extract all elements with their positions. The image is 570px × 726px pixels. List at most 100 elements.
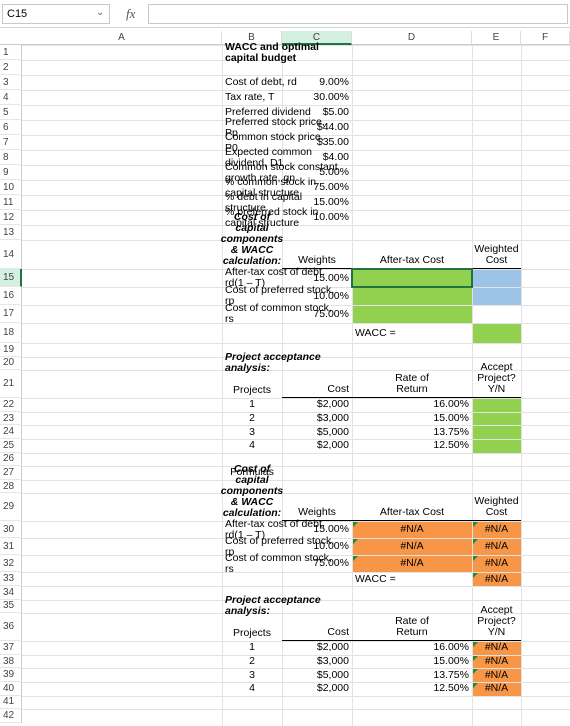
row-header[interactable]: 25 [0, 439, 22, 453]
column-header[interactable]: B [222, 31, 282, 45]
row-header[interactable]: 24 [0, 425, 22, 439]
row-header[interactable]: 31 [0, 538, 22, 556]
row-header[interactable]: 33 [0, 572, 22, 586]
formula-input[interactable] [148, 4, 568, 24]
row-header[interactable]: 6 [0, 120, 22, 135]
row-header[interactable]: 34 [0, 586, 22, 600]
cell-fill [472, 555, 521, 573]
fx-button[interactable]: fx [126, 6, 136, 21]
row-header[interactable]: 11 [0, 195, 22, 210]
row-header[interactable]: 4 [0, 90, 22, 105]
active-cell[interactable] [351, 268, 473, 288]
row-header[interactable]: 1 [0, 45, 22, 60]
cell-fill [472, 641, 521, 655]
name-box-dropdown[interactable]: ⌄ [96, 7, 105, 18]
row-header[interactable]: 42 [0, 709, 22, 723]
error-indicator [473, 655, 478, 661]
row-header[interactable]: 16 [0, 287, 22, 305]
row-header[interactable]: 28 [0, 479, 22, 494]
row-header[interactable]: 2 [0, 60, 22, 75]
grid-line [0, 150, 570, 151]
grid-line [0, 305, 570, 306]
cell: WACC = [355, 572, 396, 585]
row-header[interactable]: 36 [0, 613, 22, 642]
column-header[interactable]: C [282, 31, 352, 45]
row-header[interactable]: 27 [0, 466, 22, 480]
row-header[interactable]: 18 [0, 323, 22, 343]
row-header[interactable]: 30 [0, 521, 22, 539]
cell-fill [472, 323, 521, 343]
column-header[interactable]: E [472, 31, 521, 45]
row-header[interactable]: 38 [0, 654, 22, 669]
row-header[interactable]: 9 [0, 165, 22, 180]
cell: #N/A [400, 523, 424, 536]
row-header[interactable]: 41 [0, 695, 22, 710]
grid-line [0, 466, 570, 468]
row-header[interactable]: 19 [0, 343, 22, 357]
cell: 10.00% [313, 289, 349, 302]
cell: $5.00 [322, 106, 349, 118]
row-header[interactable]: 32 [0, 555, 22, 573]
row-header[interactable]: 7 [0, 135, 22, 150]
cell: $2,000 [316, 682, 349, 695]
row-header[interactable]: 10 [0, 180, 22, 195]
cell: 13.75% [433, 668, 469, 681]
grid-line [0, 356, 570, 358]
cell: #N/A [484, 540, 509, 553]
name-box[interactable]: C15 [2, 4, 110, 24]
row-header[interactable]: 39 [0, 668, 22, 682]
grid-line [0, 538, 570, 540]
row-header[interactable]: 17 [0, 305, 22, 323]
cell: 12.50% [433, 439, 469, 452]
cell: Preferred stock price, Pp [225, 115, 325, 139]
cell-fill [352, 521, 472, 539]
row-header[interactable]: 20 [0, 356, 22, 371]
grid-line [0, 411, 570, 413]
grid-line [0, 599, 570, 601]
row-header[interactable]: 29 [0, 493, 22, 522]
row-header[interactable]: 13 [0, 225, 22, 240]
row-header[interactable]: 35 [0, 599, 22, 614]
column-header[interactable]: A [22, 31, 222, 45]
column-header[interactable]: F [521, 31, 570, 45]
row-header[interactable]: 37 [0, 641, 22, 655]
cell: Tax rate, T [225, 91, 275, 103]
cell: 12.50% [433, 682, 469, 695]
grid-line [0, 135, 570, 136]
row-header[interactable]: 40 [0, 682, 22, 696]
cell: 5.00% [319, 166, 349, 178]
grid-line [0, 287, 570, 288]
cell: $5,000 [316, 425, 349, 438]
row-header[interactable]: 12 [0, 210, 22, 225]
cell: Projects [233, 627, 271, 640]
grid-line [521, 31, 522, 726]
cell-fill [352, 269, 472, 287]
error-indicator [473, 683, 478, 688]
row-header[interactable]: 14 [0, 240, 22, 269]
row-header[interactable]: 21 [0, 370, 22, 399]
row-header[interactable]: 3 [0, 75, 22, 90]
grid-line [0, 323, 570, 324]
row-header[interactable]: 26 [0, 452, 22, 467]
grid-line [0, 613, 570, 615]
row-header[interactable]: 23 [0, 411, 22, 426]
row-header[interactable]: 8 [0, 150, 22, 165]
grid-line [0, 439, 570, 440]
cell: 75.00% [313, 557, 349, 570]
row-header[interactable]: 5 [0, 105, 22, 120]
column-header[interactable]: D [352, 31, 472, 45]
cell: 3 [249, 425, 255, 438]
grid-line [0, 370, 570, 372]
row-header[interactable]: 22 [0, 398, 22, 412]
grid-line [0, 695, 570, 697]
cell-fill [472, 287, 521, 305]
cell-fill [472, 425, 521, 439]
cell: #N/A [400, 557, 424, 570]
grid-line [0, 269, 570, 270]
cell: 10.00% [313, 211, 349, 223]
grid-line [0, 343, 570, 344]
row-header[interactable]: 15 [0, 269, 22, 287]
cell: 30.00% [313, 91, 349, 103]
cell: 9.00% [319, 76, 349, 88]
error-indicator [353, 522, 358, 528]
